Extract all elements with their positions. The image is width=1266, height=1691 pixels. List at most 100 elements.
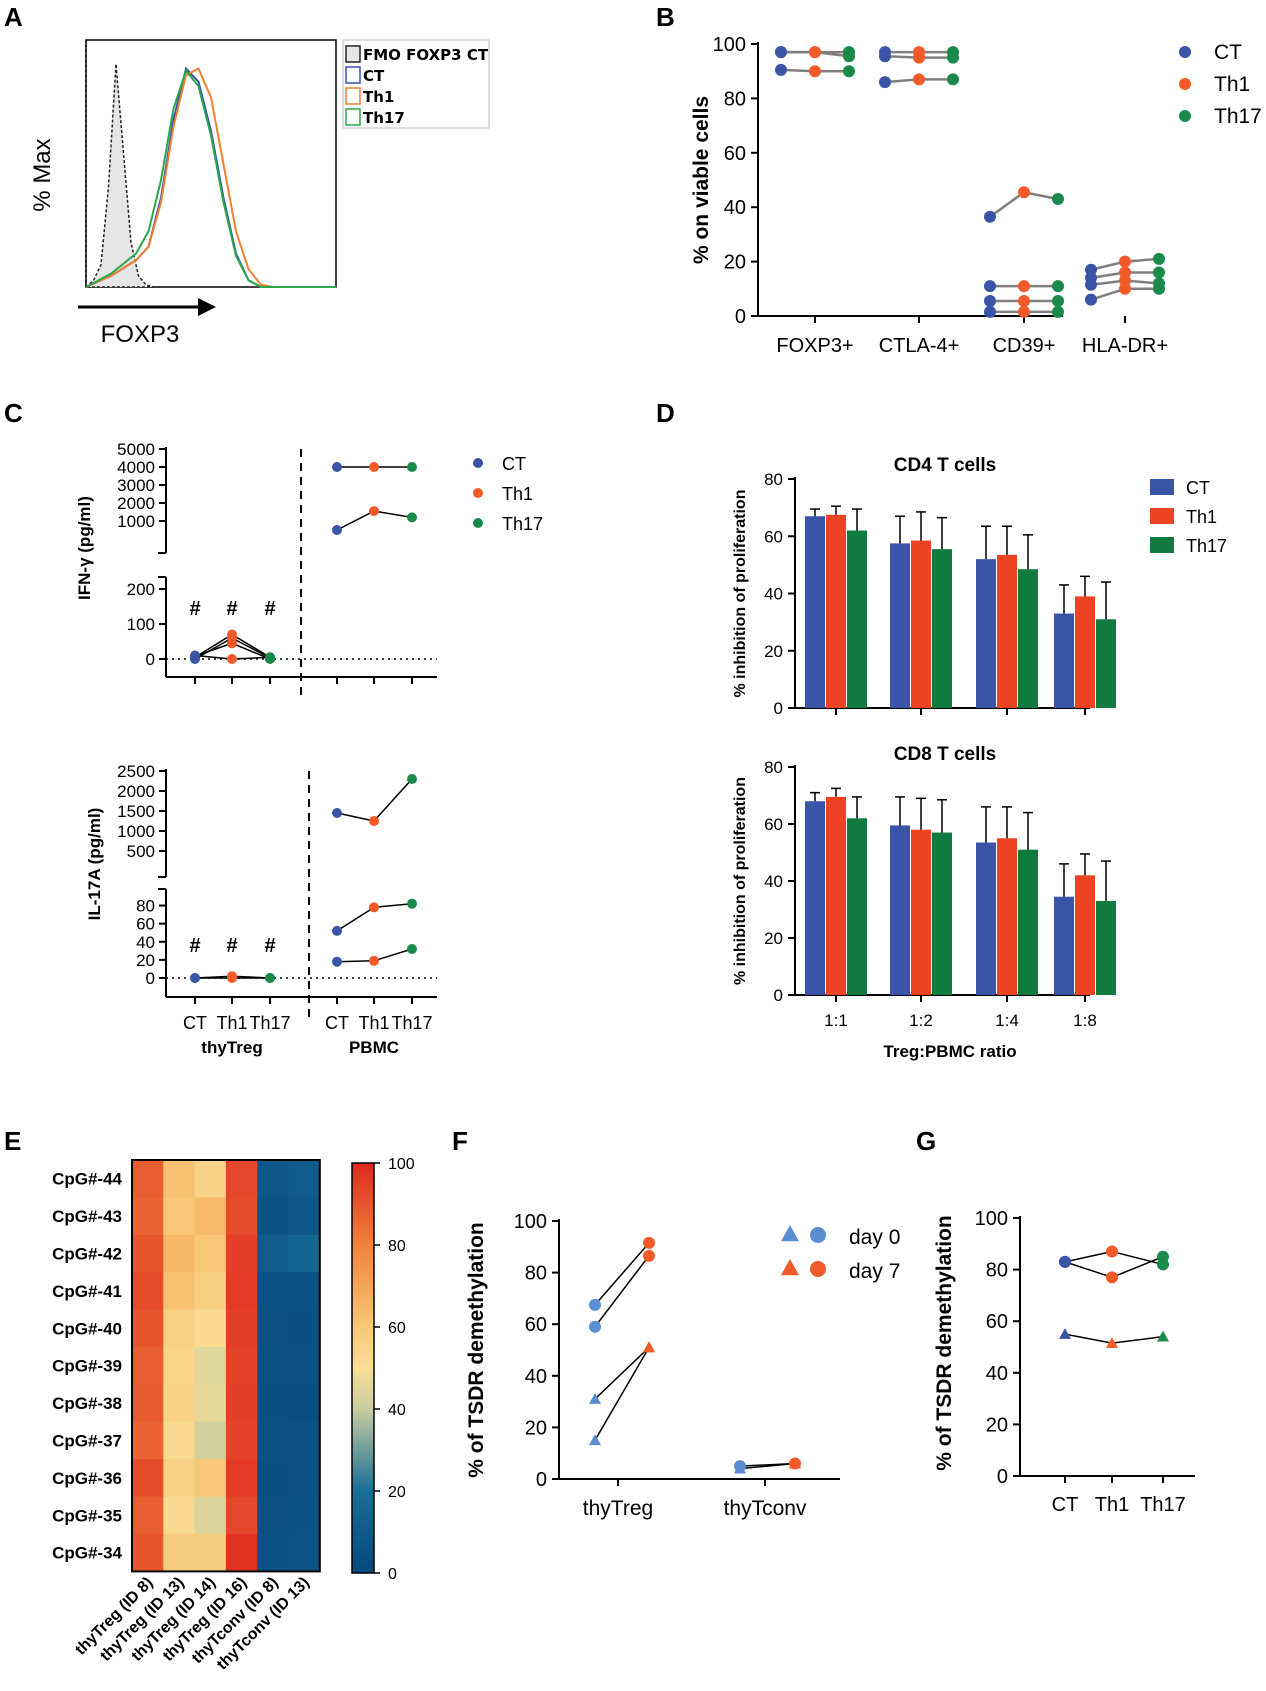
data-point [407,898,417,909]
data-point-th17 [1153,266,1165,279]
heatmap-cell [132,1347,164,1385]
panel-c-legend: CT Th1 Th17 [473,454,543,534]
connector-line [231,633,271,658]
y-tick-label: 60 [764,527,783,546]
heatmap-cell [225,1496,258,1535]
heatmap-cell [194,1384,227,1423]
x-tick-label: HLA-DR+ [1082,335,1168,357]
data-point [407,462,417,472]
heatmap-cell [163,1534,196,1572]
heatmap-cell [257,1234,289,1273]
data-point-th1 [913,51,925,64]
data-point-th17 [1153,252,1165,265]
legend-label: CT [1214,41,1242,64]
data-point-ct [879,76,891,89]
row-label: CpG#-40 [52,1319,122,1338]
heatmap-cell [257,1197,289,1236]
panel-label-f: F [452,1126,468,1156]
legend-circle [810,1261,826,1277]
data-point [332,525,342,535]
y-tick-label: 4000 [117,458,155,477]
connector-line [1064,1250,1113,1263]
significance-mark: # [189,598,200,620]
connector-line [336,510,375,531]
heatmap-cell [257,1309,289,1348]
heatmap-cell [225,1347,258,1385]
heatmap-cell [132,1459,164,1498]
heatmap-cell [257,1459,289,1498]
heatmap-cell [163,1459,196,1498]
row-label: CpG#-41 [52,1282,122,1301]
y-tick-label: 20 [136,951,155,970]
x-axis-label: FOXP3 [101,321,180,348]
y-tick-label: 2000 [117,494,155,513]
heatmap-cell [225,1309,258,1348]
legend-label: Th1 [1186,507,1217,527]
heatmap-cell [288,1347,321,1385]
y-axis-label: % of TSDR demethylation [933,1215,956,1471]
y-tick-label: 40 [764,585,783,604]
connector-line [194,642,233,657]
day0-triangle [589,1393,601,1404]
plot-frame [85,39,337,288]
connector-line [1111,1335,1164,1344]
heatmap-cell [288,1160,321,1198]
legend-label: Th17 [363,109,405,127]
heatmap-cell [194,1496,227,1535]
y-tick-label: 40 [724,197,746,219]
heatmap-cell [225,1234,258,1273]
data-point-circle [1059,1255,1071,1268]
legend-swatch [345,45,361,63]
chart-title: CD4 T cells [894,455,996,476]
x-tick-label: 1:4 [995,1011,1019,1030]
data-point-circle [1106,1245,1118,1258]
legend-label: Th1 [363,88,394,106]
bar-th17 [1018,849,1038,995]
data-point-ct [984,295,996,308]
histogram-line-th1 [85,67,336,288]
y-tick-label: 1000 [117,512,155,531]
bar-th17 [932,832,952,995]
x-tick-label: Th1 [216,1013,247,1033]
connector-line [373,948,413,962]
bar-th17 [1096,619,1116,708]
significance-mark: # [264,935,275,957]
connector-line [373,902,413,909]
y-tick-label: 60 [136,915,155,934]
heatmap-cell [194,1347,227,1385]
heatmap-cell [257,1160,289,1198]
panel-g-scatter: 0 20 40 60 80 100 CT Th1 Th17 % of TSDR demethyla… [933,1208,1195,1516]
heatmap-cell [288,1534,321,1572]
heatmap-cell [194,1459,227,1498]
y-tick-label: 80 [986,1260,1008,1282]
y-tick-label: 2000 [117,782,155,801]
x-tick-label: thyTreg [583,1497,653,1520]
connector-line [1064,1261,1113,1279]
y-tick-label: 20 [525,1417,547,1439]
x-tick-label: thyTconv [724,1497,807,1520]
legend-swatch [345,66,361,84]
data-point [407,774,417,784]
data-point-circle [1157,1250,1169,1263]
x-tick-label: Th17 [391,1013,432,1033]
significance-mark: # [226,598,237,620]
bar-th1 [1075,875,1095,995]
connector-line [194,654,233,660]
heatmap-cell [163,1421,196,1460]
group-label: PBMC [349,1038,399,1057]
data-point [190,973,200,983]
data-point-ct [879,50,891,63]
heatmap-cell [163,1160,196,1198]
data-point-ct [984,280,996,293]
data-point [369,955,379,966]
row-label: CpG#-35 [52,1506,122,1525]
row-label: CpG#-44 [52,1170,122,1189]
panel-d-cd4-bar-chart: 0 20 40 60 80 CD4 T cells % inhibition of prol… [732,455,1227,718]
y-tick-label: 60 [764,815,783,834]
heatmap-cell [288,1234,321,1273]
legend-swatch [1150,508,1174,524]
arrow-head [198,298,216,316]
data-point-triangle [1106,1337,1118,1348]
data-point-th17 [843,46,855,59]
